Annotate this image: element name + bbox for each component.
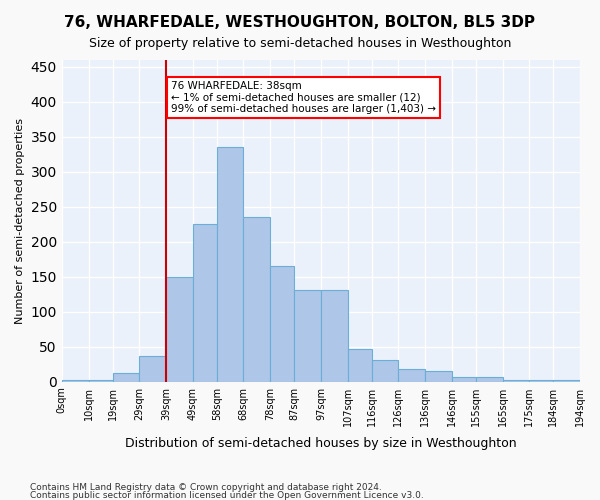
Text: Contains public sector information licensed under the Open Government Licence v3: Contains public sector information licen… [30, 490, 424, 500]
Text: 76, WHARFEDALE, WESTHOUGHTON, BOLTON, BL5 3DP: 76, WHARFEDALE, WESTHOUGHTON, BOLTON, BL… [65, 15, 536, 30]
Bar [503, 380, 529, 382]
Bar [452, 378, 476, 382]
Bar [347, 349, 371, 382]
Bar [371, 360, 398, 382]
Text: Contains HM Land Registry data © Crown copyright and database right 2024.: Contains HM Land Registry data © Crown c… [30, 483, 382, 492]
Bar [193, 224, 217, 382]
Bar [139, 356, 166, 382]
Bar [244, 216, 270, 382]
Bar [425, 371, 452, 382]
Text: Size of property relative to semi-detached houses in Westhoughton: Size of property relative to semi-detach… [89, 38, 511, 51]
Bar [89, 380, 113, 382]
Bar [553, 380, 580, 382]
Bar [166, 277, 193, 382]
Text: 76 WHARFEDALE: 38sqm
← 1% of semi-detached houses are smaller (12)
99% of semi-d: 76 WHARFEDALE: 38sqm ← 1% of semi-detach… [172, 81, 436, 114]
Y-axis label: Number of semi-detached properties: Number of semi-detached properties [15, 118, 25, 324]
Bar [113, 374, 139, 382]
Bar [321, 290, 347, 382]
Bar [294, 290, 321, 382]
Bar [476, 377, 503, 382]
Bar [217, 146, 244, 382]
Bar [529, 380, 553, 382]
Bar [270, 266, 294, 382]
Bar [62, 380, 89, 382]
Bar [398, 369, 425, 382]
X-axis label: Distribution of semi-detached houses by size in Westhoughton: Distribution of semi-detached houses by … [125, 437, 517, 450]
